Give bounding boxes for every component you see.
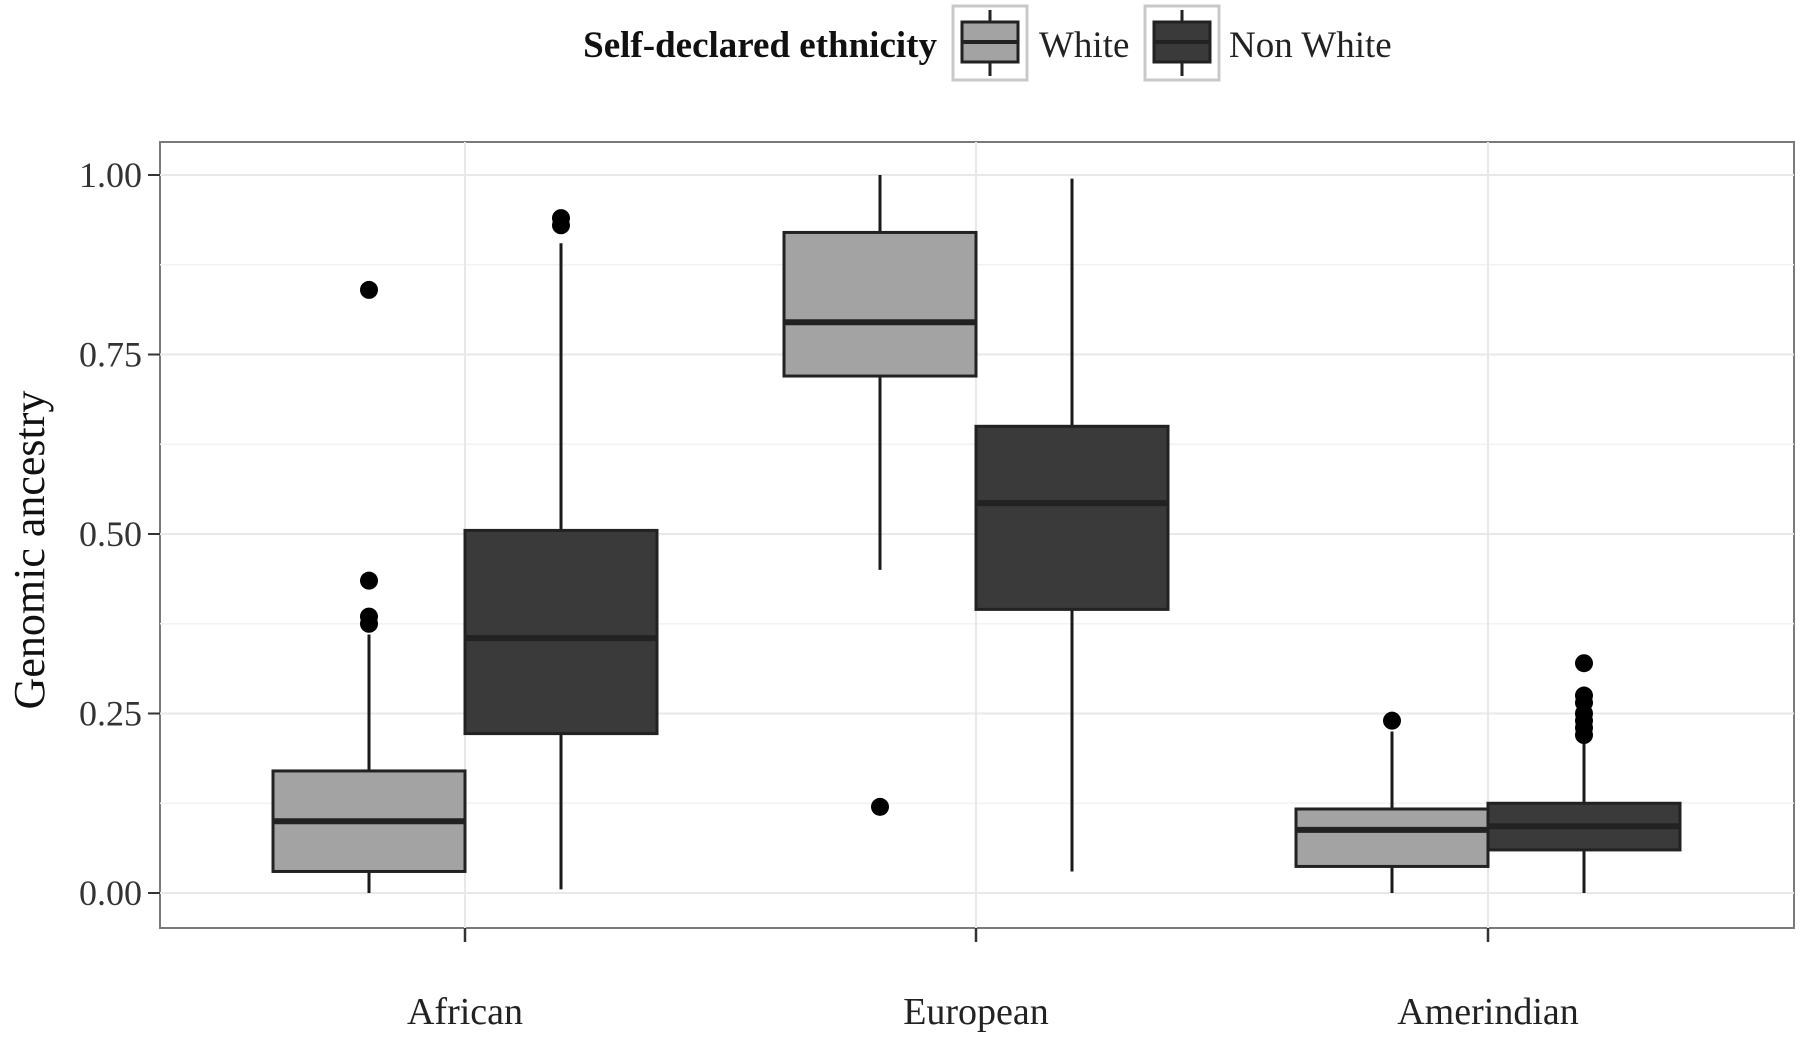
y-tick-label: 0.00: [79, 873, 142, 913]
y-axis-label: Genomic ancestry: [5, 391, 54, 710]
outlier-point: [1575, 654, 1593, 673]
outlier-point: [871, 797, 889, 816]
outlier-point: [552, 209, 570, 228]
legend-label: White: [1039, 25, 1129, 66]
box-non-white-amerindian: [1486, 654, 1682, 893]
outlier-point: [1575, 686, 1593, 705]
y-tick-label: 0.50: [79, 514, 142, 554]
y-tick-label: 1.00: [79, 155, 142, 195]
box-non-white-european: [974, 178, 1170, 872]
outlier-point: [360, 607, 378, 626]
x-tick-label: Amerindian: [1397, 991, 1579, 1033]
box-iqr: [974, 424, 1170, 611]
y-tick-label: 0.25: [79, 694, 142, 734]
legend-label: Non White: [1229, 25, 1392, 66]
box-white-amerindian: [1294, 711, 1490, 893]
legend: Self-declared ethnicity White Non White: [583, 4, 1392, 82]
box-non-white-african: [463, 209, 659, 890]
legend-key-white: White: [951, 4, 1129, 82]
box-iqr: [1294, 807, 1490, 868]
x-tick-label: African: [407, 991, 523, 1033]
box-white-european: [782, 175, 978, 816]
box-white-african: [271, 280, 467, 893]
legend-key-non-white: Non White: [1143, 4, 1392, 82]
box-iqr: [782, 230, 978, 378]
outlier-point: [1383, 711, 1401, 730]
x-tick-label: European: [903, 991, 1049, 1033]
outlier-point: [360, 571, 378, 590]
y-tick-label: 0.75: [79, 335, 142, 375]
legend-title: Self-declared ethnicity: [583, 25, 937, 66]
outlier-point: [360, 280, 378, 299]
box-iqr: [463, 528, 659, 736]
